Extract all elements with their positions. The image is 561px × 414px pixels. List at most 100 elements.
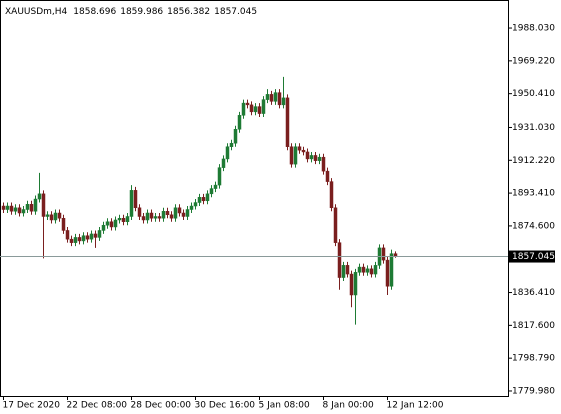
candle-body — [341, 265, 346, 278]
y-tick-label: 1874.600 — [512, 221, 555, 231]
candle-body — [37, 193, 42, 200]
candle-body — [109, 221, 114, 228]
candle-body — [57, 212, 62, 219]
x-tick-label: 8 Jan 00:00 — [323, 401, 375, 411]
candle-body — [289, 146, 294, 165]
candle-body — [17, 207, 22, 214]
candle-body — [265, 94, 270, 100]
candle-body — [205, 193, 210, 202]
candle-body — [121, 217, 126, 222]
candle-body — [5, 205, 10, 210]
y-tick-label: 1969.220 — [512, 56, 555, 66]
candle-body — [149, 212, 154, 219]
candle-body — [333, 207, 338, 243]
candle-body — [101, 224, 106, 231]
price-label: 1857.045 — [512, 252, 555, 262]
candle-body — [389, 253, 394, 287]
candle-body — [305, 151, 310, 160]
candle-body — [177, 207, 182, 214]
x-tick-label: 28 Dec 00:00 — [131, 401, 192, 411]
candle-body — [349, 273, 354, 296]
candle-body — [273, 92, 278, 102]
x-tick-label: 17 Dec 2020 — [3, 401, 61, 411]
candle-body — [357, 266, 362, 273]
y-tick-label: 1798.790 — [512, 354, 555, 364]
candle-body — [225, 146, 230, 160]
candle-body — [29, 204, 34, 212]
candle-body — [297, 146, 302, 151]
candle-body — [81, 235, 86, 242]
candle-body — [49, 214, 54, 221]
candle-body — [185, 209, 190, 217]
candle-body — [249, 104, 254, 113]
y-tick-label: 1836.410 — [512, 288, 555, 298]
candle-body — [237, 115, 242, 130]
candle-body — [113, 219, 118, 228]
candle-body — [25, 204, 30, 210]
candle-body — [361, 266, 366, 273]
candle-body — [189, 205, 194, 210]
candle-body — [145, 212, 150, 221]
candle-body — [129, 190, 134, 217]
candle-body — [65, 230, 70, 240]
y-tick-label: 1817.600 — [512, 321, 555, 331]
y-tick-label: 1950.410 — [512, 89, 555, 99]
candle-body — [133, 190, 138, 209]
candle-body — [13, 207, 18, 212]
candle-body — [141, 216, 146, 221]
candle-body — [1, 205, 6, 210]
candle-body — [321, 156, 326, 172]
x-tick-label: 12 Jan 12:00 — [387, 401, 444, 411]
candle-body — [137, 207, 142, 217]
candle-body — [9, 205, 14, 212]
last-high: 1859.986 — [120, 7, 163, 17]
candle-body — [117, 217, 122, 221]
candle-body — [213, 184, 218, 189]
candle-body — [53, 212, 58, 221]
x-tick-label: 22 Dec 08:00 — [67, 401, 128, 411]
x-tick-label: 5 Jan 08:00 — [259, 401, 311, 411]
chart-header: XAUUSDm,H4 1858.696 1859.986 1856.382 1857.0… — [5, 7, 257, 17]
candle-body — [293, 146, 298, 165]
candle-body — [173, 207, 178, 219]
candle-body — [69, 238, 74, 243]
candle-body — [253, 106, 258, 113]
candle-body — [217, 167, 222, 186]
candle-body — [229, 142, 234, 147]
candle-body — [381, 247, 386, 261]
candle-body — [181, 212, 186, 217]
candle-body — [33, 198, 38, 212]
last-open: 1858.696 — [73, 7, 116, 17]
candle-body — [309, 155, 314, 160]
candle-body — [285, 97, 290, 147]
candle-body — [261, 99, 266, 114]
candle-body — [41, 193, 46, 217]
candle-body — [21, 209, 26, 214]
candle-body — [353, 272, 358, 296]
candle-body — [77, 237, 82, 242]
last-close: 1857.045 — [214, 7, 257, 17]
candle-body — [153, 216, 158, 219]
candle-body — [45, 214, 50, 217]
y-tick-label: 1912.220 — [512, 156, 555, 166]
candle-body — [125, 216, 130, 222]
candle-body — [61, 217, 66, 231]
candle-body — [73, 237, 78, 243]
candle-body — [233, 129, 238, 144]
candle-body — [329, 181, 334, 209]
y-tick-label: 1779.980 — [512, 386, 555, 396]
symbol: XAUUSDm,H4 — [5, 7, 68, 17]
candle-body — [161, 211, 166, 219]
candle-body — [301, 149, 306, 153]
candle-body — [241, 102, 246, 116]
candle-body — [85, 235, 90, 240]
y-tick-label: 1893.410 — [512, 189, 555, 199]
candle-body — [277, 92, 282, 106]
candle-body — [209, 188, 214, 195]
price-label-box — [509, 250, 555, 263]
candle-body — [105, 221, 110, 226]
candle-body — [201, 197, 206, 202]
candle-body — [345, 265, 350, 275]
